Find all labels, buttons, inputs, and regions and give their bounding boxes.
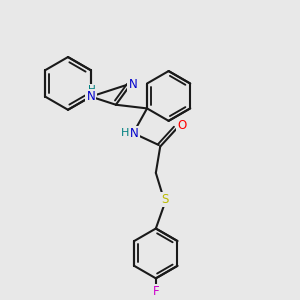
Text: O: O <box>178 119 187 133</box>
Text: N: N <box>128 78 137 92</box>
Text: H: H <box>88 85 96 95</box>
Text: S: S <box>161 193 168 206</box>
Text: N: N <box>130 127 139 140</box>
Text: F: F <box>152 285 159 298</box>
Text: N: N <box>86 90 95 103</box>
Text: H: H <box>121 128 129 138</box>
